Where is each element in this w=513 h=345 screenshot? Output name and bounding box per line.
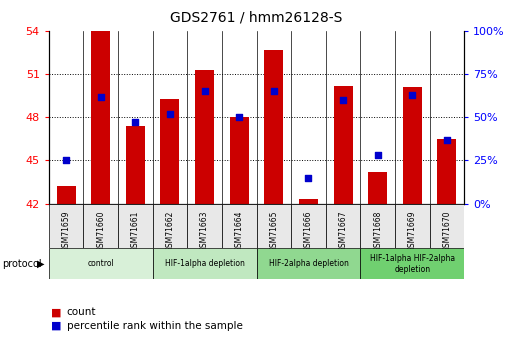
FancyBboxPatch shape	[360, 248, 464, 279]
Text: GSM71667: GSM71667	[339, 210, 348, 252]
Bar	[161, 99, 180, 204]
Bar	[299, 199, 318, 204]
Text: GSM71663: GSM71663	[200, 210, 209, 252]
FancyBboxPatch shape	[326, 204, 360, 248]
Bar	[438, 139, 457, 204]
FancyBboxPatch shape	[291, 204, 326, 248]
FancyBboxPatch shape	[360, 204, 395, 248]
FancyBboxPatch shape	[49, 248, 153, 279]
Text: control: control	[87, 259, 114, 268]
Text: HIF-1alpha depletion: HIF-1alpha depletion	[165, 259, 245, 268]
Bar	[126, 126, 145, 204]
Text: GSM71661: GSM71661	[131, 210, 140, 252]
Point	[96, 94, 105, 99]
Bar	[264, 50, 283, 204]
FancyBboxPatch shape	[256, 248, 360, 279]
Text: ■: ■	[51, 307, 62, 317]
FancyBboxPatch shape	[222, 204, 256, 248]
Bar	[195, 70, 214, 204]
Point	[270, 89, 278, 94]
Text: GDS2761 / hmm26128-S: GDS2761 / hmm26128-S	[170, 10, 343, 24]
Text: percentile rank within the sample: percentile rank within the sample	[67, 321, 243, 331]
Text: GSM71665: GSM71665	[269, 210, 279, 252]
Text: GSM71668: GSM71668	[373, 210, 382, 252]
Point	[408, 92, 417, 98]
FancyBboxPatch shape	[187, 204, 222, 248]
Text: ▶: ▶	[37, 259, 45, 269]
Bar	[333, 86, 352, 204]
FancyBboxPatch shape	[429, 204, 464, 248]
FancyBboxPatch shape	[153, 204, 187, 248]
Bar	[368, 172, 387, 204]
FancyBboxPatch shape	[395, 204, 429, 248]
Text: GSM71660: GSM71660	[96, 210, 105, 252]
Point	[131, 120, 140, 125]
Point	[62, 158, 70, 163]
Text: GSM71662: GSM71662	[165, 210, 174, 252]
Text: GSM71664: GSM71664	[234, 210, 244, 252]
Text: HIF-2alpha depletion: HIF-2alpha depletion	[268, 259, 348, 268]
FancyBboxPatch shape	[83, 204, 118, 248]
Bar	[403, 87, 422, 204]
Text: GSM71670: GSM71670	[442, 210, 451, 252]
Point	[235, 115, 243, 120]
Bar	[230, 117, 249, 204]
Bar	[91, 31, 110, 204]
Text: GSM71669: GSM71669	[408, 210, 417, 252]
FancyBboxPatch shape	[256, 204, 291, 248]
Text: GSM71666: GSM71666	[304, 210, 313, 252]
Point	[201, 89, 209, 94]
Bar	[56, 186, 75, 204]
Point	[166, 111, 174, 117]
Point	[304, 175, 312, 180]
Text: protocol: protocol	[3, 259, 42, 269]
Text: GSM71659: GSM71659	[62, 210, 71, 252]
Point	[373, 152, 382, 158]
Point	[339, 97, 347, 103]
FancyBboxPatch shape	[153, 248, 256, 279]
FancyBboxPatch shape	[49, 204, 83, 248]
FancyBboxPatch shape	[118, 204, 153, 248]
Text: count: count	[67, 307, 96, 317]
Text: ■: ■	[51, 321, 62, 331]
Point	[443, 137, 451, 142]
Text: HIF-1alpha HIF-2alpha
depletion: HIF-1alpha HIF-2alpha depletion	[370, 254, 455, 274]
